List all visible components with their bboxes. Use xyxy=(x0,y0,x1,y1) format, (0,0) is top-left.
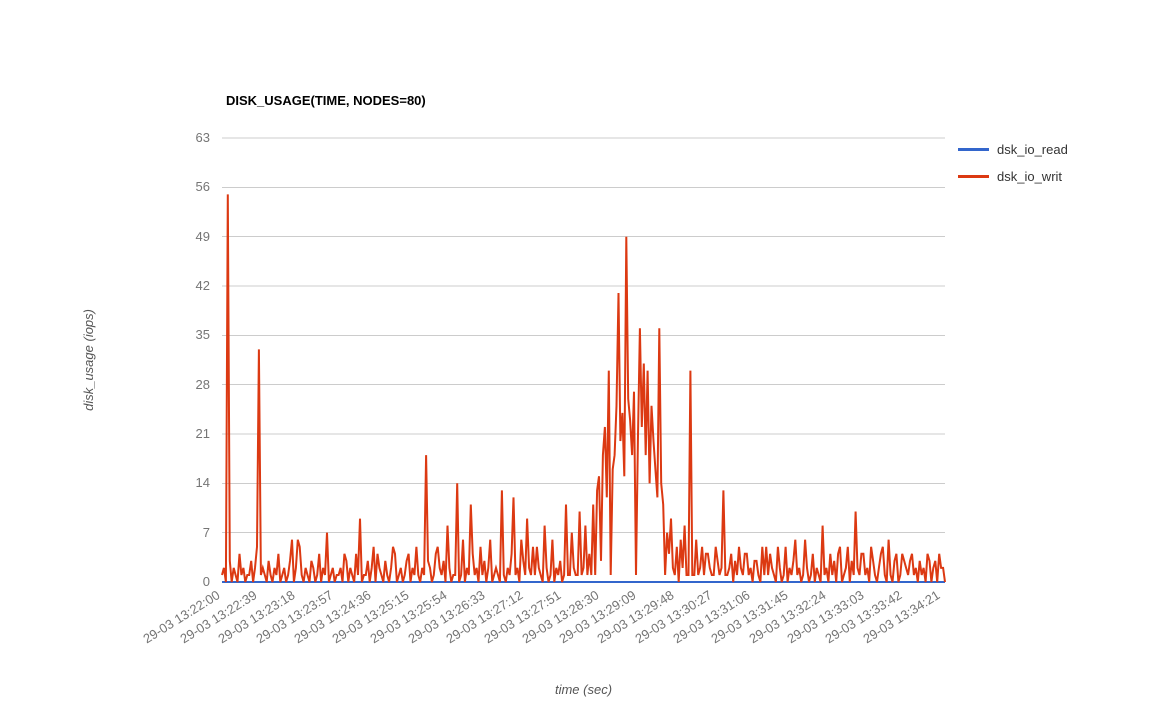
chart-title: DISK_USAGE(TIME, NODES=80) xyxy=(226,93,426,108)
y-tick-label-42: 42 xyxy=(195,278,210,293)
write-series-line-icon xyxy=(958,175,989,178)
y-tick-label-14: 14 xyxy=(195,475,210,491)
read-series-line-icon xyxy=(958,148,989,151)
y-tick-label-49: 49 xyxy=(195,228,210,244)
y-tick-label-56: 56 xyxy=(195,179,210,195)
legend-item-read: dsk_io_read xyxy=(958,136,1068,163)
y-tick-label-7: 7 xyxy=(202,524,210,540)
x-axis-title: time (sec) xyxy=(554,682,613,697)
y-axis-title: disk_usage (iops) xyxy=(80,309,96,411)
legend-label-read: dsk_io_read xyxy=(997,142,1068,157)
series-line-write xyxy=(221,194,946,583)
legend: dsk_io_read dsk_io_writ xyxy=(958,136,1068,190)
plot-area xyxy=(221,137,946,583)
legend-label-write: dsk_io_writ xyxy=(997,169,1063,184)
y-tick-label-21: 21 xyxy=(195,426,210,441)
y-tick-label-28: 28 xyxy=(195,376,210,392)
y-tick-label-35: 35 xyxy=(195,327,210,343)
y-tick-label-0: 0 xyxy=(202,574,210,589)
y-tick-label-63: 63 xyxy=(195,130,210,145)
legend-item-write: dsk_io_writ xyxy=(958,163,1068,190)
